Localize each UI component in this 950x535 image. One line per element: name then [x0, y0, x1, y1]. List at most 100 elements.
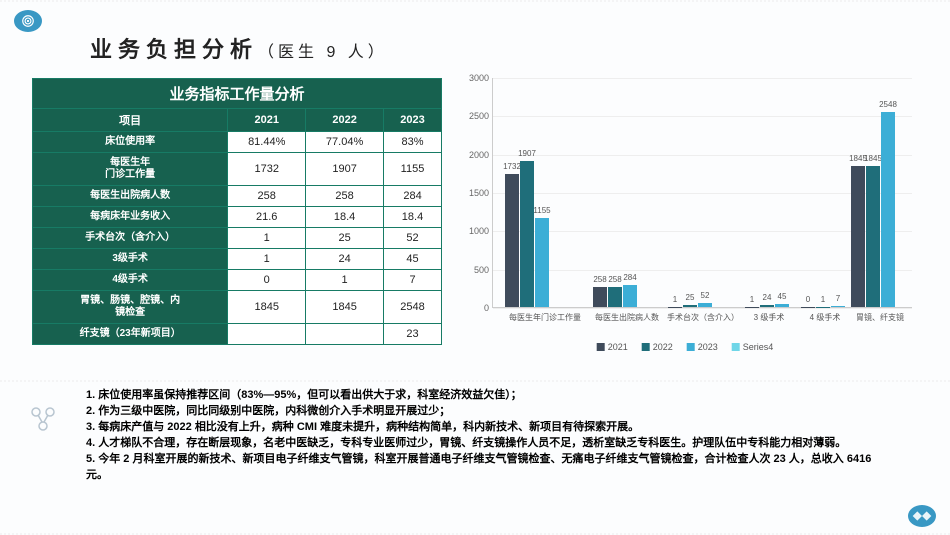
workload-table: 业务指标工作量分析 项目202120222023 床位使用率81.44%77.0…: [32, 78, 442, 358]
table-cell: 77.04%: [306, 132, 384, 153]
row-label: 手术台次（含介入）: [33, 228, 228, 249]
row-label: 纤支镜（23年新项目）: [33, 324, 228, 345]
bar: 284: [623, 285, 637, 307]
row-label: 床位使用率: [33, 132, 228, 153]
table-header: 业务指标工作量分析: [33, 79, 442, 109]
bar-group: 184518452548: [851, 112, 895, 307]
bar: 1: [745, 307, 759, 308]
note-line: 4. 人才梯队不合理，存在断层现象，名老中医缺乏，专科专业医师过少，胃镜、纤支镜…: [86, 436, 896, 452]
bar: 1: [668, 307, 682, 308]
table-cell: 1845: [306, 291, 384, 324]
table-cell: 2548: [384, 291, 442, 324]
bar: 2548: [881, 112, 895, 307]
table-cell: 284: [384, 186, 442, 207]
bar-group: 017: [801, 306, 845, 307]
table-cell: 1: [306, 270, 384, 291]
bar: 1155: [535, 218, 549, 307]
y-axis-label: 2000: [461, 150, 489, 160]
x-axis-label: 每医生出院病人数: [592, 312, 662, 323]
bar: 25: [683, 305, 697, 307]
note-line: 1. 床位使用率虽保持推荐区间（83%—95%，但可以看出供大于求，科室经济效益…: [86, 388, 896, 404]
bar: 52: [698, 303, 712, 307]
table-row: 每医生出院病人数258258284: [33, 186, 442, 207]
bar-value-label: 24: [763, 293, 772, 302]
table-cell: 1845: [228, 291, 306, 324]
bar-value-label: 1: [821, 295, 825, 304]
bar: 1845: [866, 166, 880, 307]
bar-value-label: 1: [750, 295, 754, 304]
table-row: 床位使用率81.44%77.04%83%: [33, 132, 442, 153]
table-cell: 7: [384, 270, 442, 291]
y-axis-label: 0: [461, 303, 489, 313]
note-line: 3. 每病床产值与 2022 相比没有上升，病种 CMI 难度未提升，病种结构简…: [86, 420, 896, 436]
table-cell: 18.4: [306, 207, 384, 228]
bar: 1: [816, 307, 830, 308]
table-cell: 83%: [384, 132, 442, 153]
table-cell: 0: [228, 270, 306, 291]
table-row: 手术台次（含介入）12552: [33, 228, 442, 249]
bar-value-label: 1732: [503, 162, 521, 171]
row-label: 每医生年门诊工作量: [33, 153, 228, 186]
table-cell: 21.6: [228, 207, 306, 228]
bar-value-label: 1907: [518, 149, 536, 158]
bar-value-label: 1845: [864, 154, 882, 163]
bar-value-label: 258: [593, 275, 606, 284]
table-row: 每医生年门诊工作量173219071155: [33, 153, 442, 186]
bar: 1845: [851, 166, 865, 307]
analysis-notes: 1. 床位使用率虽保持推荐区间（83%—95%，但可以看出供大于求，科室经济效益…: [86, 388, 896, 484]
bar-value-label: 7: [836, 294, 840, 303]
target-icon: [14, 10, 42, 32]
table-row: 每病床年业务收入21.618.418.4: [33, 207, 442, 228]
row-label: 3级手术: [33, 249, 228, 270]
bar-group: 12445: [745, 304, 789, 307]
table-cell: 1: [228, 228, 306, 249]
table-cell: 1: [228, 249, 306, 270]
table-cell: 25: [306, 228, 384, 249]
note-line: 2. 作为三级中医院，同比同级别中医院，内科微创介入手术明显开展过少；: [86, 404, 896, 420]
table-col-header: 2022: [306, 109, 384, 132]
row-label: 4级手术: [33, 270, 228, 291]
bar: 45: [775, 304, 789, 307]
y-axis-label: 2500: [461, 111, 489, 121]
note-line: 5. 今年 2 月科室开展的新技术、新项目电子纤维支气管镜，科室开展普通电子纤维…: [86, 452, 896, 484]
bar-group: 12552: [668, 303, 712, 307]
legend-item: 2021: [597, 342, 628, 352]
row-label: 每医生出院病人数: [33, 186, 228, 207]
bar: 24: [760, 305, 774, 307]
legend-item: Series4: [732, 342, 774, 352]
table-row: 4级手术017: [33, 270, 442, 291]
row-label: 每病床年业务收入: [33, 207, 228, 228]
bar-value-label: 1155: [533, 206, 550, 215]
table-cell: 23: [384, 324, 442, 345]
table-col-header: 2023: [384, 109, 442, 132]
table-cell: 81.44%: [228, 132, 306, 153]
bar: 258: [593, 287, 607, 307]
table-cell: 45: [384, 249, 442, 270]
x-axis-label: 3 级手术: [744, 312, 794, 323]
table-cell: 258: [228, 186, 306, 207]
table-cell: 52: [384, 228, 442, 249]
legend-item: 2023: [687, 342, 718, 352]
bar-value-label: 25: [686, 293, 695, 302]
y-axis-label: 1500: [461, 188, 489, 198]
bar-value-label: 1: [673, 295, 677, 304]
bar-value-label: 284: [623, 273, 636, 282]
bar-value-label: 2548: [879, 100, 897, 109]
table-col-header: 2021: [228, 109, 306, 132]
table-row: 3级手术12445: [33, 249, 442, 270]
title-main: 业务负担分析: [90, 37, 258, 62]
handshake-icon: [908, 505, 936, 527]
y-axis-label: 3000: [461, 73, 489, 83]
page-title: 业务负担分析（医生 9 人）: [90, 32, 388, 64]
table-cell: 18.4: [384, 207, 442, 228]
y-axis-label: 1000: [461, 226, 489, 236]
table-cell: [306, 324, 384, 345]
bar: 7: [831, 306, 845, 307]
table-cell: 1907: [306, 153, 384, 186]
table-row: 纤支镜（23年新项目） 23: [33, 324, 442, 345]
workload-chart: 0500100015002000250030001732190711552582…: [452, 78, 918, 358]
table-cell: 1155: [384, 153, 442, 186]
bar: 1907: [520, 161, 534, 307]
legend-item: 2022: [642, 342, 673, 352]
x-axis-label: 手术台次（含介入）: [667, 312, 739, 323]
